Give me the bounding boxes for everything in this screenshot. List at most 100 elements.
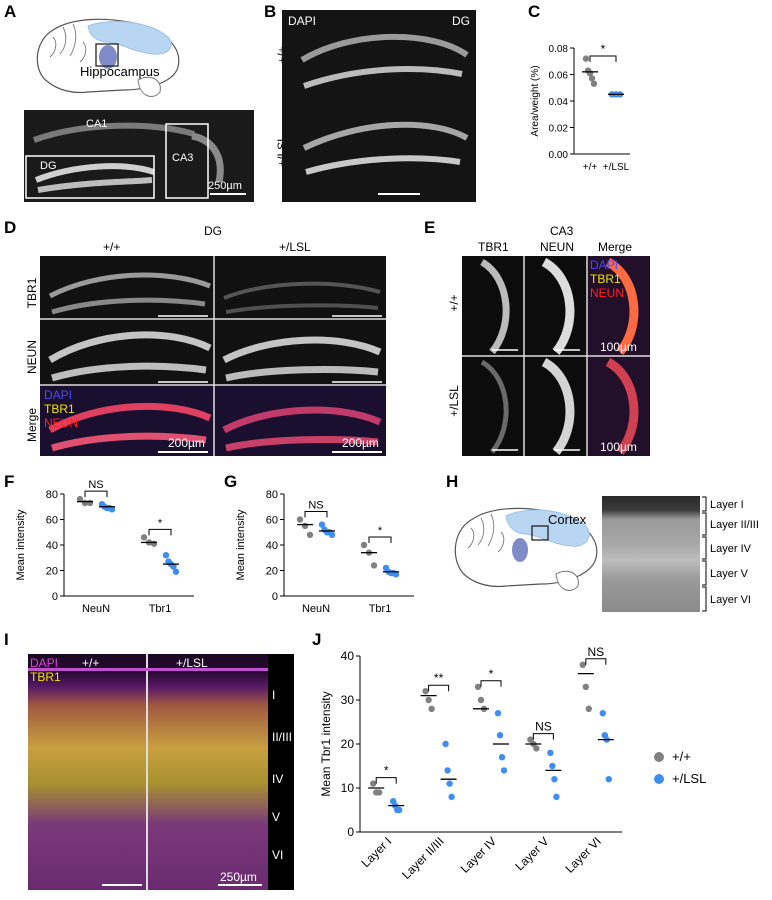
data-point xyxy=(498,754,506,761)
dapi-label-b: DAPI xyxy=(288,14,317,28)
y-tick-label: 0.02 xyxy=(549,124,569,135)
scale-label-e2: 100µm xyxy=(600,440,637,454)
hippocampus-micrograph: CA1 CA3 DG 250µm xyxy=(24,110,254,202)
layer-bracket xyxy=(702,512,707,536)
layer-label-i5: VI xyxy=(272,848,284,862)
y-tick-label: 20 xyxy=(46,566,58,578)
data-point xyxy=(496,732,504,739)
legend-neun-d: NEUN xyxy=(44,416,79,430)
data-point xyxy=(448,793,455,800)
data-point xyxy=(172,568,180,575)
sig-label: * xyxy=(489,667,494,681)
sig-label: NS xyxy=(587,645,604,659)
y-tick-label: 0.00 xyxy=(549,150,569,161)
layer-bracket xyxy=(702,586,707,612)
ca3-label: CA3 xyxy=(172,152,194,164)
chart-j: 0 10 20 30 40 Mean Tbr1 intensity Layer I * Laye… xyxy=(319,645,622,882)
x-tick-label: Tbr1 xyxy=(369,603,392,615)
data-point xyxy=(494,710,502,717)
sig-bracket xyxy=(375,777,397,784)
sig-label: NS xyxy=(535,720,552,734)
data-point xyxy=(370,780,377,787)
data-point xyxy=(428,705,435,712)
sig-label: * xyxy=(384,764,389,778)
data-point xyxy=(442,740,449,748)
legend-neun-e: NEUN xyxy=(590,286,625,300)
layer-bracket xyxy=(702,496,707,512)
layer-label-i4: V xyxy=(272,810,281,824)
panel-label-e: E xyxy=(424,218,436,237)
layer-label-h: Layer IV xyxy=(710,543,752,555)
sig-bracket xyxy=(84,490,108,498)
data-point xyxy=(108,506,116,513)
y-tick-label: 30 xyxy=(341,693,355,707)
x-tick-label: +/+ xyxy=(583,162,598,173)
scale-label-i: 250µm xyxy=(220,870,257,884)
x-tick-label: Layer II/III xyxy=(399,834,447,882)
x-tick-label: Tbr1 xyxy=(149,603,172,615)
data-point xyxy=(301,522,309,530)
panel-label-c: C xyxy=(528,2,541,21)
sig-label: * xyxy=(378,525,383,537)
sig-bracket xyxy=(368,536,392,543)
sig-bracket xyxy=(428,684,450,692)
y-tick-label: 0.06 xyxy=(549,71,569,82)
y-tick-label: 20 xyxy=(341,737,355,751)
row-label-neun-d: NEUN xyxy=(25,340,39,375)
data-point xyxy=(553,793,560,800)
y-axis-label: Mean Tbr1 intensity xyxy=(319,691,333,796)
scale-bar-label-a: 250µm xyxy=(208,180,242,192)
layer-label-h: Layer V xyxy=(710,568,749,580)
brain-schematic-h xyxy=(454,507,598,591)
data-point xyxy=(328,531,336,538)
row-label-wt-e: +/+ xyxy=(447,294,461,312)
panel-title-d: DG xyxy=(204,224,222,238)
y-tick-label: 0 xyxy=(52,591,58,603)
data-point xyxy=(306,531,314,538)
layer-label-i2: II/III xyxy=(272,730,293,744)
y-tick-label: 0 xyxy=(272,591,278,603)
dg-label: DG xyxy=(40,160,57,172)
y-tick-label: 40 xyxy=(341,649,355,663)
dg-micrograph-grid: DAPI TBR1 NEUN 200µm 200µm xyxy=(40,256,386,456)
data-point xyxy=(533,745,540,752)
sig-label: * xyxy=(601,42,606,56)
cortex-micrograph-h xyxy=(602,496,700,612)
panel-label-b: B xyxy=(264,2,277,21)
y-tick-label: 40 xyxy=(266,540,278,552)
legend-dot-lsl-j xyxy=(654,774,664,784)
data-point xyxy=(446,780,453,787)
x-tick-label: NeuN xyxy=(82,603,110,615)
layer-label-h: Layer VI xyxy=(710,594,751,606)
y-tick-label: 60 xyxy=(266,515,278,527)
data-point xyxy=(425,696,432,704)
legend-label-wt-j: +/+ xyxy=(672,749,691,764)
dapi-dg-micrograph: DAPI DG xyxy=(282,10,476,202)
row-label-tbr1-d: TBR1 xyxy=(25,277,39,309)
panel-label-j: J xyxy=(312,630,322,649)
data-point xyxy=(150,540,158,547)
sig-bracket xyxy=(589,55,617,62)
sig-bracket xyxy=(148,528,172,536)
col-label-lsl-d: +/LSL xyxy=(279,240,311,254)
data-point xyxy=(582,683,589,690)
data-point xyxy=(140,534,148,541)
layer-brackets-h: Layer I Layer II/III Layer IV Layer V Layer … xyxy=(702,496,759,612)
chart-c: 0.00 0.02 0.04 0.06 0.08 Area/weight (%) +/+ +/… xyxy=(530,42,630,173)
data-point xyxy=(585,705,592,712)
row-label-merge-d: Merge xyxy=(25,408,39,443)
y-tick-label: 20 xyxy=(266,566,278,578)
panel-label-g: G xyxy=(224,472,238,491)
legend-tbr1-i: TBR1 xyxy=(30,670,61,684)
panel-label-d: D xyxy=(4,218,17,237)
data-point xyxy=(605,776,612,783)
data-point xyxy=(500,767,508,774)
y-tick-label: 0.04 xyxy=(549,97,569,108)
y-tick-label: 60 xyxy=(46,515,58,527)
y-tick-label: 10 xyxy=(341,781,355,795)
layer-bracket xyxy=(702,560,707,586)
data-point xyxy=(296,516,304,523)
sig-label: ** xyxy=(434,671,444,685)
data-point xyxy=(599,710,606,717)
layer-bracket xyxy=(702,536,707,560)
